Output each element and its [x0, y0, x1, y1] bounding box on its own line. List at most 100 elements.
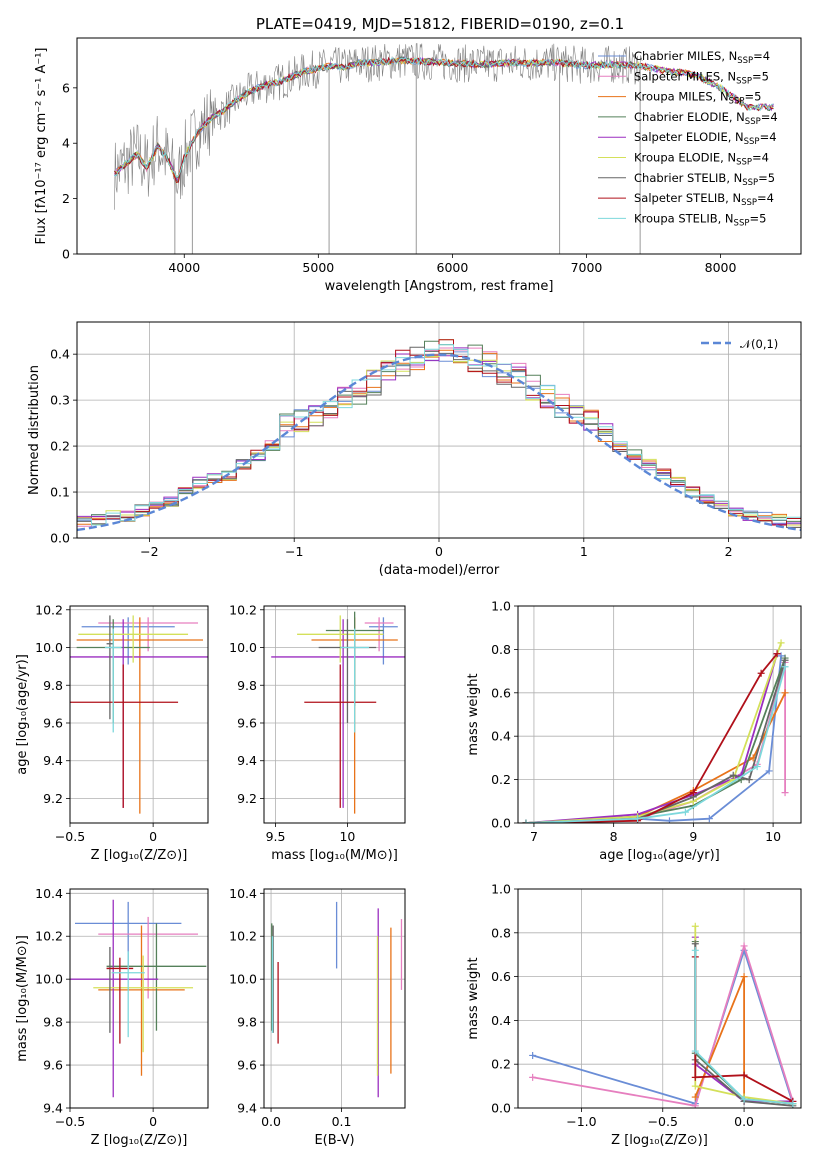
mass-weight-point	[781, 689, 789, 697]
legend-entry: Kroupa ELODIE, NSSP=4	[634, 151, 769, 168]
x-tick-label: 9	[689, 829, 697, 844]
mass-weight-point	[691, 1047, 699, 1055]
mass-weight-point	[529, 1051, 537, 1059]
plot-area	[522, 639, 789, 823]
x-tick-label: 1	[580, 544, 588, 559]
model-spectrum-8	[114, 56, 774, 178]
axes-frame	[263, 605, 406, 824]
mass-weight-point	[705, 815, 713, 823]
x-axis-label: wavelength [Angstrom, rest frame]	[325, 279, 554, 294]
y-tick-label: 0.3	[50, 393, 70, 408]
plot-area	[70, 615, 208, 814]
x-tick-label: 0.1	[332, 1114, 352, 1129]
x-tick-label: 2	[725, 544, 733, 559]
x-axis-label: Z [log₁₀(Z/Z⊙)]	[611, 1133, 708, 1148]
mass-weight-line-2	[694, 976, 793, 1105]
plot-area	[529, 922, 797, 1108]
plot-area	[70, 899, 207, 1098]
mass-weight-point	[757, 669, 765, 677]
mass-weight-line-8	[694, 950, 793, 1105]
y-tick-label: 10.2	[229, 929, 257, 944]
mass-weight-point	[634, 815, 642, 823]
panel-mass_vs_ebv: 0.0 0.1 9.4 9.6 9.8 10.0 10.2 10.4 E(B-V)	[229, 886, 406, 1148]
mass-weight-point	[781, 789, 789, 797]
y-tick-label: 0	[62, 247, 70, 262]
mass-weight-point	[781, 663, 789, 671]
mass-weight-line-1	[532, 942, 794, 1107]
y-tick-label: 1.0	[491, 599, 511, 614]
panel-age_vs_Z: −0.5 0 9.2 9.4 9.6 9.8 10.0 10.2 Z [log₁₀(Z/Z⊙)]…	[15, 602, 209, 863]
mass-weight-point	[691, 946, 699, 954]
panel-spectrum: 4000 5000 6000 7000 8000 0 2 4 6 wavelength [Angs…	[34, 37, 802, 294]
mass-weight-point	[740, 1095, 748, 1103]
plot-area	[271, 611, 405, 814]
x-tick-label: 5000	[302, 260, 334, 275]
y-tick-label: 10.2	[35, 929, 63, 944]
y-tick-label: 4	[62, 136, 70, 151]
y-tick-label: 10.0	[35, 640, 63, 655]
x-tick-label: 0.0	[261, 1114, 281, 1129]
mass-weight-line-0	[525, 655, 782, 823]
legend-entry: Chabrier ELODIE, NSSP=4	[634, 110, 778, 127]
legend-entry: 𝒩(0,1)	[740, 337, 778, 351]
mass-weight-point	[691, 922, 699, 930]
y-tick-label: 10.2	[35, 602, 63, 617]
y-tick-label: 9.8	[43, 678, 63, 693]
mass-weight-point	[777, 652, 785, 660]
y-tick-label: 9.8	[237, 678, 257, 693]
y-tick-label: 9.4	[237, 1101, 257, 1116]
y-tick-label: 10.2	[229, 602, 257, 617]
y-tick-label: 10.0	[229, 972, 257, 987]
y-tick-label: 9.6	[43, 715, 63, 730]
panel-mass_vs_Z: −0.5 0 9.4 9.6 9.8 10.0 10.2 10.4 Z [log₁₀(Z/Z⊙)…	[15, 886, 209, 1148]
residual-histogram-8	[77, 344, 801, 526]
y-tick-label: 0.8	[491, 642, 511, 657]
x-axis-label: Z [log₁₀(Z/Z⊙)]	[91, 1133, 188, 1148]
x-tick-label: 7000	[571, 260, 603, 275]
x-axis-label: age [log₁₀(age/yr)]	[599, 848, 720, 863]
y-tick-label: 0.2	[491, 772, 511, 787]
y-tick-label: 0.8	[491, 925, 511, 940]
y-tick-label: 10.4	[229, 886, 257, 901]
panel-mass_weight_vs_age: 7 8 9 10 0.0 0.2 0.4 0.6 0.8 1.0 age [log₁₀(age/yr…	[466, 599, 802, 863]
y-tick-label: 10.0	[35, 972, 63, 987]
y-tick-label: 0.0	[491, 816, 511, 831]
mass-weight-point	[740, 942, 748, 950]
panel-age_vs_mass: 9.5 10 9.2 9.4 9.6 9.8 10.0 10.2 mass [log₁₀(M/M…	[229, 602, 406, 863]
y-axis-label: Flux [fλ10⁻¹⁷ erg cm⁻² s⁻¹ A⁻¹]	[34, 48, 49, 245]
y-tick-label: 9.4	[237, 753, 257, 768]
axes-frame	[517, 888, 802, 1109]
y-tick-label: 2	[62, 191, 70, 206]
mass-weight-point	[777, 639, 785, 647]
axes-frame	[263, 888, 406, 1109]
legend-entry: Salpeter ELODIE, NSSP=4	[634, 130, 777, 147]
panel-residuals: −2 −1 0 1 2 0.0 0.1 0.2 0.3 0.4 (data-model)/error…	[27, 321, 802, 578]
figure-title: PLATE=0419, MJD=51812, FIBERID=0190, z=0…	[256, 15, 624, 33]
legend-entry: Salpeter STELIB, NSSP=4	[634, 191, 774, 208]
x-axis-label: (data-model)/error	[379, 563, 500, 578]
mass-weight-point	[740, 1071, 748, 1079]
y-tick-label: 0.6	[491, 969, 511, 984]
y-tick-label: 0.2	[50, 439, 70, 454]
y-axis-label: mass weight	[466, 673, 481, 755]
mass-weight-point	[691, 940, 699, 948]
mass-weight-line-7	[525, 653, 778, 823]
spectrum-legend: Chabrier MILES, NSSP=4 Salpeter MILES, NS…	[598, 49, 778, 228]
axes-frame	[76, 321, 802, 539]
legend-entry: Salpeter MILES, NSSP=5	[634, 69, 769, 86]
x-tick-label: 0	[149, 829, 157, 844]
x-axis-label: Z [log₁₀(Z/Z⊙)]	[91, 848, 188, 863]
x-tick-label: 9.5	[266, 829, 286, 844]
x-tick-label: −1	[285, 544, 303, 559]
mass-weight-point	[729, 771, 737, 779]
y-axis-label: age [log₁₀(age/yr)]	[15, 654, 30, 775]
y-tick-label: 0.4	[491, 1013, 511, 1028]
x-axis-label: mass [log₁₀(M/M⊙)]	[271, 848, 398, 863]
axes-frame	[76, 37, 802, 255]
y-tick-label: 9.6	[237, 715, 257, 730]
plot-area	[114, 43, 774, 254]
mass-weight-point	[691, 1102, 699, 1108]
x-tick-label: 0.0	[734, 1114, 754, 1129]
mass-weight-point	[781, 656, 789, 664]
y-tick-label: 0.6	[491, 685, 511, 700]
